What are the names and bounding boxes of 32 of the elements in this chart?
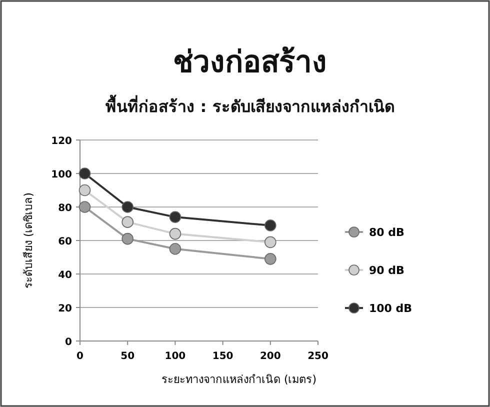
point [78, 201, 91, 213]
x-axis-title: ระยะทางจากแหล่งกำเนิด (เมตร) [161, 373, 317, 386]
point [78, 184, 91, 196]
x-tick-label: 150 [212, 351, 234, 362]
x-tick-label: 100 [164, 351, 186, 362]
y-tick-label: 120 [51, 136, 72, 147]
y-tick-label: 20 [58, 304, 72, 314]
legend-label: 100 dB [369, 302, 412, 315]
x-tick-label: 200 [260, 351, 281, 362]
legend-label: 80 dB [369, 226, 404, 239]
point [264, 220, 276, 232]
point [122, 216, 134, 228]
y-tick-label: 100 [51, 170, 72, 180]
point [122, 201, 134, 213]
point [78, 168, 91, 180]
chart-subtitle: พื้นที่ก่อสร้าง : ระดับเสียงจากแหล่งกำเนิด [106, 94, 394, 116]
point [169, 211, 182, 223]
y-tick-label: 0 [65, 337, 72, 348]
chart-title: ช่วงก่อสร้าง [173, 45, 327, 80]
y-tick-label: 40 [58, 270, 72, 281]
x-tick-label: 250 [308, 351, 328, 362]
point [169, 242, 182, 255]
x-tick-label: 50 [120, 351, 135, 362]
point [169, 228, 182, 240]
point [264, 236, 276, 248]
legend-label: 90 dB [369, 264, 404, 277]
x-tick-label: 0 [76, 351, 84, 362]
point [122, 232, 134, 245]
point [264, 253, 276, 265]
y-tick-label: 80 [58, 203, 72, 214]
y-tick-label: 60 [58, 236, 72, 248]
y-axis-title: ระดับเสียง (เดซิเบล) [22, 192, 35, 289]
